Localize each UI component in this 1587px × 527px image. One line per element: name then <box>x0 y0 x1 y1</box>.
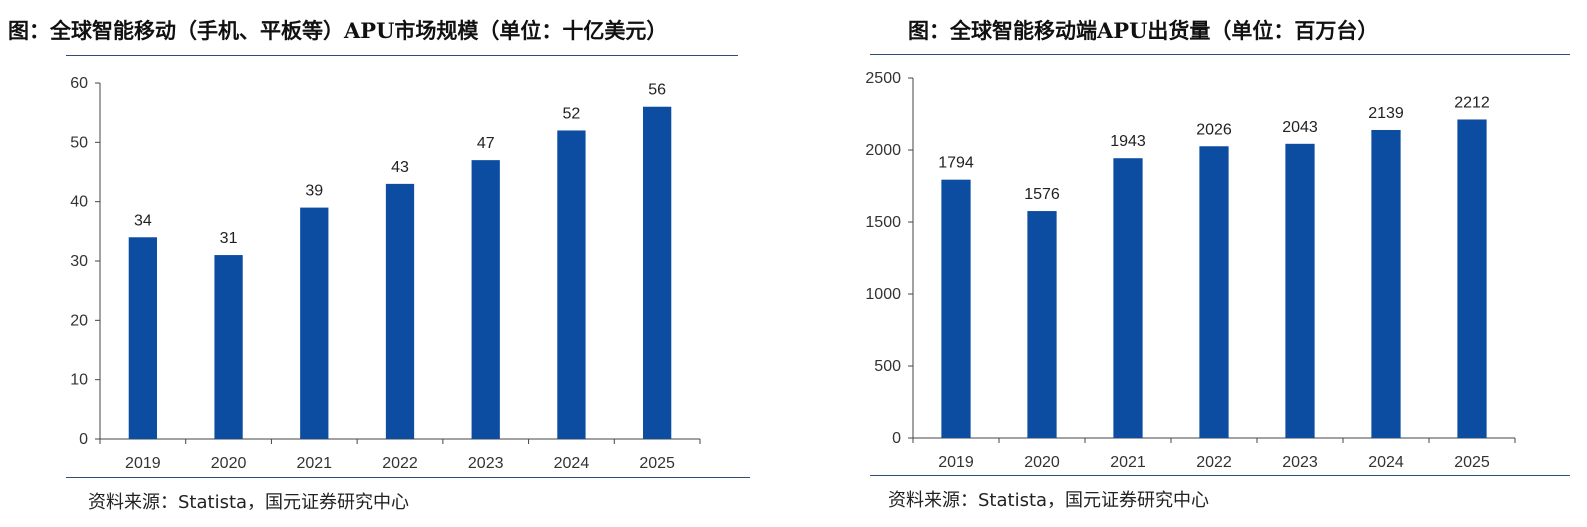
x-tick-label-2025: 2025 <box>639 455 675 472</box>
data-label-2024: 2139 <box>1368 105 1404 122</box>
y-tick-label: 10 <box>70 372 88 389</box>
data-label-2020: 31 <box>220 230 238 247</box>
data-label-2023: 47 <box>477 135 495 152</box>
title-divider <box>870 54 1570 55</box>
source-note: 资料来源：Statista，国元证券研究中心 <box>88 492 410 513</box>
chart-title: 图：全球智能移动端APU出货量（单位：百万台） <box>908 18 1379 43</box>
x-tick-label-2023: 2023 <box>1282 454 1318 471</box>
data-label-2021: 1943 <box>1110 133 1146 150</box>
y-tick-label: 60 <box>70 75 88 92</box>
y-tick-label: 2000 <box>865 142 901 159</box>
bar-2020 <box>214 255 243 439</box>
y-tick-label: 30 <box>70 253 88 270</box>
data-label-2022: 43 <box>391 159 409 176</box>
data-label-2024: 52 <box>563 105 581 122</box>
data-label-2021: 39 <box>305 183 323 200</box>
bar-2020 <box>1027 211 1057 438</box>
y-tick-label: 1500 <box>865 214 901 231</box>
bar-2019 <box>128 237 157 439</box>
bar-2019 <box>941 179 971 438</box>
data-label-2020: 1576 <box>1024 186 1060 203</box>
data-label-2023: 2043 <box>1282 119 1318 136</box>
x-tick-label-2020: 2020 <box>1024 454 1060 471</box>
bar-2024 <box>1371 129 1401 438</box>
y-tick-label: 40 <box>70 194 88 211</box>
data-label-2019: 1794 <box>938 155 974 172</box>
x-tick-label-2024: 2024 <box>554 455 590 472</box>
data-label-2019: 34 <box>134 212 152 229</box>
x-tick-label-2021: 2021 <box>1110 454 1146 471</box>
x-tick-label-2022: 2022 <box>1196 454 1232 471</box>
chart-panel-shipments: 图：全球智能移动端APU出货量（单位：百万台） 0 500 1000 1500 2000… <box>790 0 1587 527</box>
bar-2023 <box>471 160 500 439</box>
y-tick-label: 20 <box>70 312 88 329</box>
x-tick-label-2019: 2019 <box>938 454 974 471</box>
source-divider <box>870 475 1570 476</box>
x-tick-label-2021: 2021 <box>296 455 332 472</box>
y-tick-label: 1000 <box>865 286 901 303</box>
y-tick-label: 0 <box>892 430 901 447</box>
bar-2021 <box>300 207 329 439</box>
title-divider <box>66 55 738 56</box>
y-tick-label: 50 <box>70 134 88 151</box>
bar-2022 <box>1199 146 1229 439</box>
data-label-2025: 56 <box>648 82 666 99</box>
chart-title: 图：全球智能移动（手机、平板等）APU市场规模（单位：十亿美元） <box>8 18 668 43</box>
x-tick-label-2024: 2024 <box>1368 454 1404 471</box>
chart-panel-market-size: 图：全球智能移动（手机、平板等）APU市场规模（单位：十亿美元） 0 10 20 30… <box>0 0 760 527</box>
x-tick-label-2022: 2022 <box>382 455 418 472</box>
x-tick-label-2025: 2025 <box>1454 454 1490 471</box>
bar-2025 <box>643 106 672 439</box>
y-tick-label: 0 <box>79 431 88 448</box>
bar-2024 <box>557 130 586 439</box>
bar-chart-market-size: 0 10 20 30 40 50 60 34 2019 31 2020 39 2021 43 2022 47 2… <box>70 75 701 472</box>
bar-chart-shipments: 0 500 1000 1500 2000 2500 1794 2019 1576 2020 1943… <box>865 70 1516 471</box>
x-tick-label-2023: 2023 <box>468 455 504 472</box>
x-tick-label-2020: 2020 <box>211 455 247 472</box>
bar-2025 <box>1457 119 1487 439</box>
x-tick-label-2019: 2019 <box>125 455 161 472</box>
bar-2023 <box>1285 143 1315 439</box>
source-note: 资料来源：Statista，国元证券研究中心 <box>888 490 1210 511</box>
data-label-2022: 2026 <box>1196 121 1232 138</box>
y-tick-label: 2500 <box>865 70 901 87</box>
bar-2022 <box>385 183 415 439</box>
data-label-2025: 2212 <box>1454 94 1490 111</box>
source-divider <box>66 477 750 478</box>
y-tick-label: 500 <box>874 358 901 375</box>
bar-2021 <box>1113 158 1143 438</box>
